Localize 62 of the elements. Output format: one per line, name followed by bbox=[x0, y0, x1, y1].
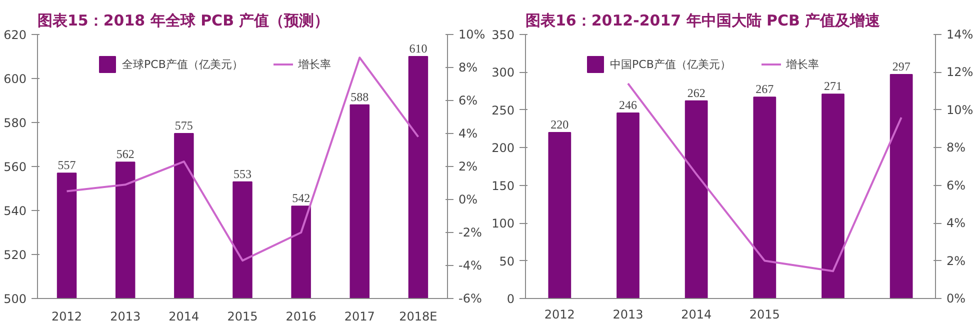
y2-tick-label: 14% bbox=[946, 28, 974, 42]
y-tick-label: 150 bbox=[492, 178, 514, 193]
data-label: 542 bbox=[292, 191, 310, 206]
data-label: 562 bbox=[116, 147, 134, 162]
x-tick-label: 2015 bbox=[749, 308, 780, 322]
y-tick-label: 200 bbox=[492, 141, 514, 156]
data-label: 220 bbox=[550, 118, 569, 132]
legend-label: 全球PCB产值（亿美元） bbox=[122, 56, 243, 72]
chart-title: 图表15：2018 年全球 PCB 产值（预测） bbox=[38, 12, 330, 30]
legend-label: 中国PCB产值（亿美元） bbox=[610, 56, 731, 72]
data-label: 246 bbox=[619, 98, 637, 112]
x-tick-label: 2012 bbox=[544, 308, 575, 322]
data-label: 271 bbox=[824, 79, 842, 94]
x-tick-label: 2012 bbox=[52, 310, 82, 324]
y-tick-label: 600 bbox=[4, 72, 26, 86]
y2-tick-label: 10% bbox=[458, 28, 486, 42]
x-tick-label: 2015 bbox=[227, 310, 258, 324]
y2-tick-label: 0% bbox=[458, 192, 478, 206]
y-tick-label: 620 bbox=[4, 28, 26, 42]
data-label: 553 bbox=[234, 166, 252, 181]
y-tick-label: 100 bbox=[492, 216, 514, 231]
data-label: 297 bbox=[892, 59, 910, 74]
x-tick-label: 2013 bbox=[612, 308, 644, 322]
y-tick-label: 500 bbox=[4, 292, 26, 306]
y2-tick-label: 4% bbox=[946, 216, 966, 230]
y2-tick-label: 8% bbox=[946, 140, 966, 155]
data-label: 557 bbox=[58, 158, 76, 172]
y2-tick-label: 6% bbox=[458, 94, 478, 108]
y2-tick-label: -2% bbox=[458, 226, 482, 240]
y-tick-label: 540 bbox=[4, 204, 26, 218]
y2-tick-label: 2% bbox=[946, 254, 966, 268]
x-tick-label: 2014 bbox=[168, 310, 200, 324]
y2-tick-label: 0% bbox=[946, 292, 966, 306]
y2-tick-label: 10% bbox=[946, 102, 974, 117]
legend-label: 增长率 bbox=[298, 56, 331, 72]
x-tick-label: 2013 bbox=[110, 310, 141, 324]
x-tick-label: 2017 bbox=[344, 310, 375, 324]
chart-title: 图表16：2012-2017 年中国大陆 PCB 产值及增速 bbox=[526, 12, 882, 30]
y-tick-label: 50 bbox=[499, 254, 515, 268]
y2-tick-label: 6% bbox=[946, 178, 966, 192]
x-tick-label: 2016 bbox=[286, 310, 316, 324]
y-tick-label: 250 bbox=[492, 103, 514, 118]
y-tick-label: 0 bbox=[506, 292, 515, 306]
y2-tick-label: 8% bbox=[458, 60, 478, 74]
y-tick-label: 300 bbox=[492, 66, 514, 80]
y2-tick-label: -4% bbox=[458, 258, 482, 272]
x-tick-label: 2018E bbox=[399, 310, 438, 324]
legend-label: 增长率 bbox=[786, 56, 819, 72]
y2-tick-label: 4% bbox=[458, 126, 478, 140]
data-label: 267 bbox=[756, 82, 774, 96]
y2-tick-label: 2% bbox=[458, 160, 478, 174]
y2-tick-label: 12% bbox=[946, 65, 974, 80]
x-tick-label: 2014 bbox=[681, 308, 712, 322]
data-label: 588 bbox=[350, 90, 369, 104]
y2-tick-label: -6% bbox=[458, 292, 482, 306]
y-tick-label: 520 bbox=[4, 248, 26, 262]
data-label: 610 bbox=[409, 42, 428, 56]
data-label: 575 bbox=[174, 118, 193, 132]
y-tick-label: 580 bbox=[4, 116, 26, 130]
y-tick-label: 560 bbox=[4, 160, 26, 174]
data-label: 262 bbox=[687, 86, 706, 100]
y-tick-label: 350 bbox=[492, 28, 514, 42]
